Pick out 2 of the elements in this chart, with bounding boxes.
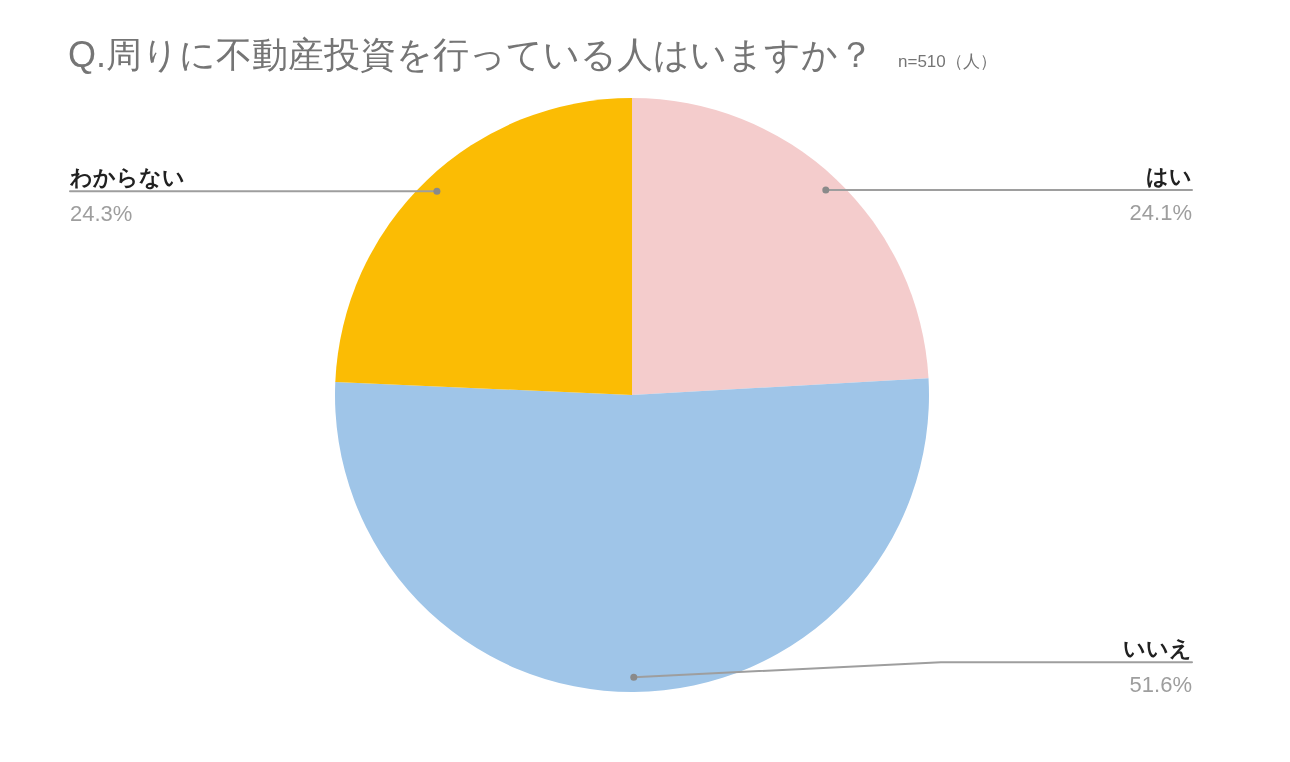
subtitle: n=510（人） (898, 52, 997, 71)
title: Q.周りに不動産投資を行っている人はいますか？ (68, 34, 874, 75)
